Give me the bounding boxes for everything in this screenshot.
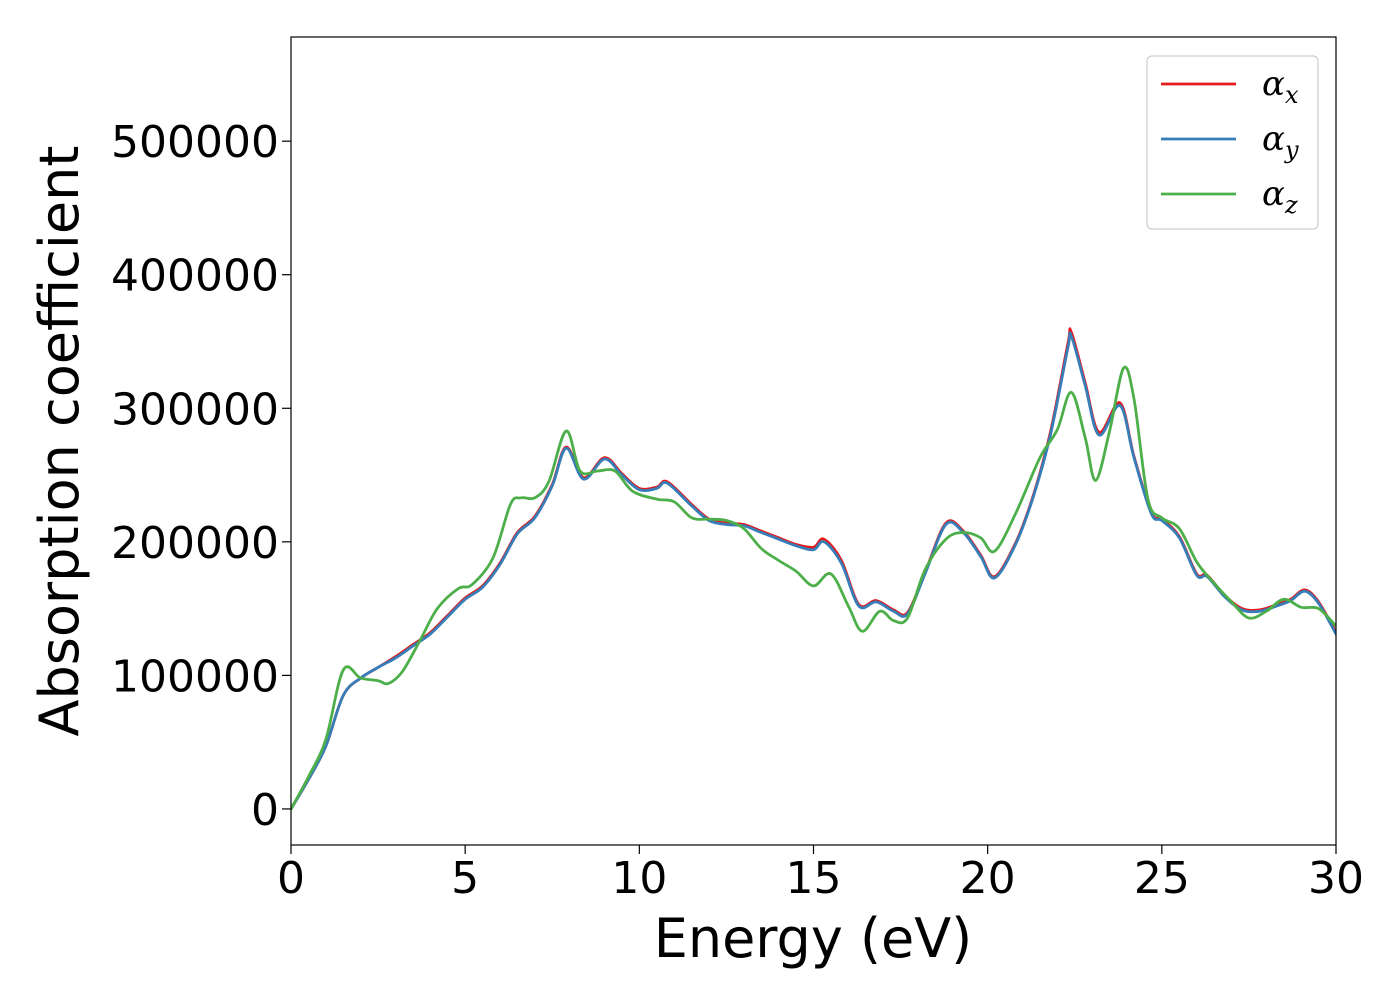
x-tick-label: 15 [786,853,842,904]
legend-label-z: αz [1262,174,1298,219]
y-tick-label: 100000 [111,651,279,702]
y-tick-label: 400000 [111,251,279,302]
x-tick-label: 30 [1308,853,1364,904]
legend-box [1146,55,1319,230]
legend-label-y: αy [1262,119,1299,164]
series-line-z [291,365,1336,811]
y-tick-label: 200000 [111,518,279,569]
legend: αx αy αz [1146,55,1319,230]
x-tick-label: 20 [960,853,1016,904]
y-axis-title: Absorption coefficient [28,146,91,737]
legend-label-x: αx [1262,64,1299,109]
x-tick-label: 25 [1134,853,1190,904]
x-tick-label: 0 [277,853,305,904]
x-tick-label: 10 [611,853,667,904]
series-layer [291,327,1336,811]
y-tick-label: 300000 [111,384,279,435]
y-tick-label: 0 [251,785,279,836]
y-tick-label: 500000 [111,117,279,168]
x-axis-title: Energy (eV) [654,907,973,970]
y-axis: 0 100000 200000 300000 400000 500000 [111,117,291,836]
x-axis: 0 5 10 15 20 25 30 [277,845,1364,904]
x-tick-label: 5 [451,853,479,904]
series-line-y [291,331,1336,811]
